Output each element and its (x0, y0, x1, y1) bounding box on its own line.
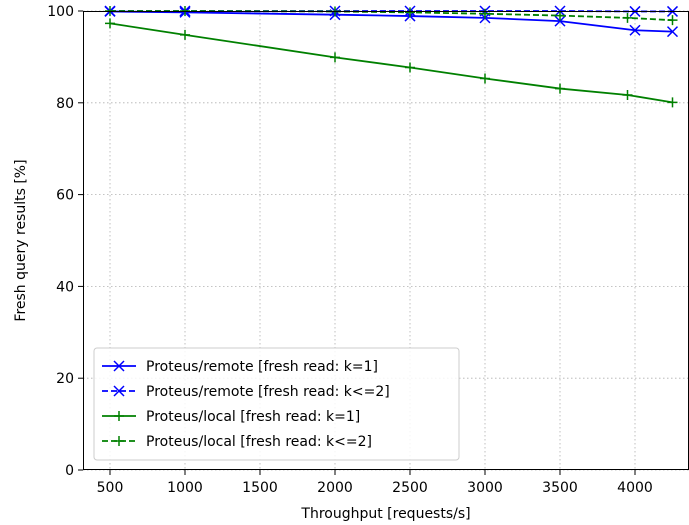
x-tick-label: 2500 (392, 480, 428, 496)
y-axis-ticks: 0 20 40 60 80 100 (47, 4, 83, 479)
legend-item: Proteus/local [fresh read: k<=2] (102, 434, 372, 450)
y-tick-label: 20 (56, 371, 74, 387)
series-layer (104, 5, 679, 108)
legend-label: Proteus/local [fresh read: k<=2] (146, 434, 372, 450)
x-tick-label: 1000 (167, 480, 203, 496)
x-tick-label: 4000 (617, 480, 653, 496)
data-point (480, 8, 490, 19)
legend-marker (114, 436, 124, 446)
data-point (629, 24, 641, 36)
legend-box (93, 347, 460, 461)
legend-label: Proteus/remote [fresh read: k<=2] (146, 384, 390, 400)
y-tick-label: 60 (56, 188, 74, 204)
y-tick-label: 80 (56, 96, 74, 112)
legend-marker (114, 411, 124, 421)
x-tick-label: 1500 (242, 480, 278, 496)
data-point (622, 89, 633, 100)
series-3 (105, 18, 678, 108)
series-line (109, 10, 673, 33)
y-axis-label: Fresh query results [%] (13, 159, 29, 321)
data-point (180, 29, 190, 40)
y-tick-label: 0 (65, 463, 74, 479)
x-tick-label: 500 (97, 480, 124, 496)
x-tick-label: 2000 (317, 480, 353, 496)
data-point (330, 52, 340, 63)
legend-label: Proteus/remote [fresh read: k=1] (146, 359, 378, 375)
legend-item: Proteus/remote [fresh read: k=1] (102, 359, 378, 375)
legend-marker (113, 360, 125, 372)
legend-marker (113, 385, 125, 397)
data-point (555, 10, 565, 21)
x-axis-ticks: 500 1000 1500 2000 2500 3000 3500 4000 (97, 470, 653, 496)
data-point (622, 12, 633, 23)
legend: Proteus/remote [fresh read: k=1] Proteus/… (93, 347, 460, 461)
data-point (554, 15, 566, 27)
x-tick-label: 3000 (467, 480, 503, 496)
x-axis-label: Throughput [requests/s] (300, 506, 470, 522)
data-point (405, 62, 415, 73)
y-tick-label: 40 (56, 279, 74, 295)
y-tick-label: 100 (47, 4, 74, 20)
series-line (109, 22, 673, 104)
data-point (105, 18, 115, 29)
data-point (667, 97, 678, 108)
legend-label: Proteus/local [fresh read: k=1] (146, 409, 360, 425)
data-point (480, 73, 490, 84)
x-tick-label: 3500 (542, 480, 578, 496)
data-point (405, 7, 415, 18)
legend-item: Proteus/remote [fresh read: k<=2] (102, 384, 390, 400)
legend-item: Proteus/local [fresh read: k=1] (102, 409, 360, 425)
data-point (667, 15, 678, 26)
data-point (555, 83, 565, 94)
data-point (666, 26, 679, 38)
